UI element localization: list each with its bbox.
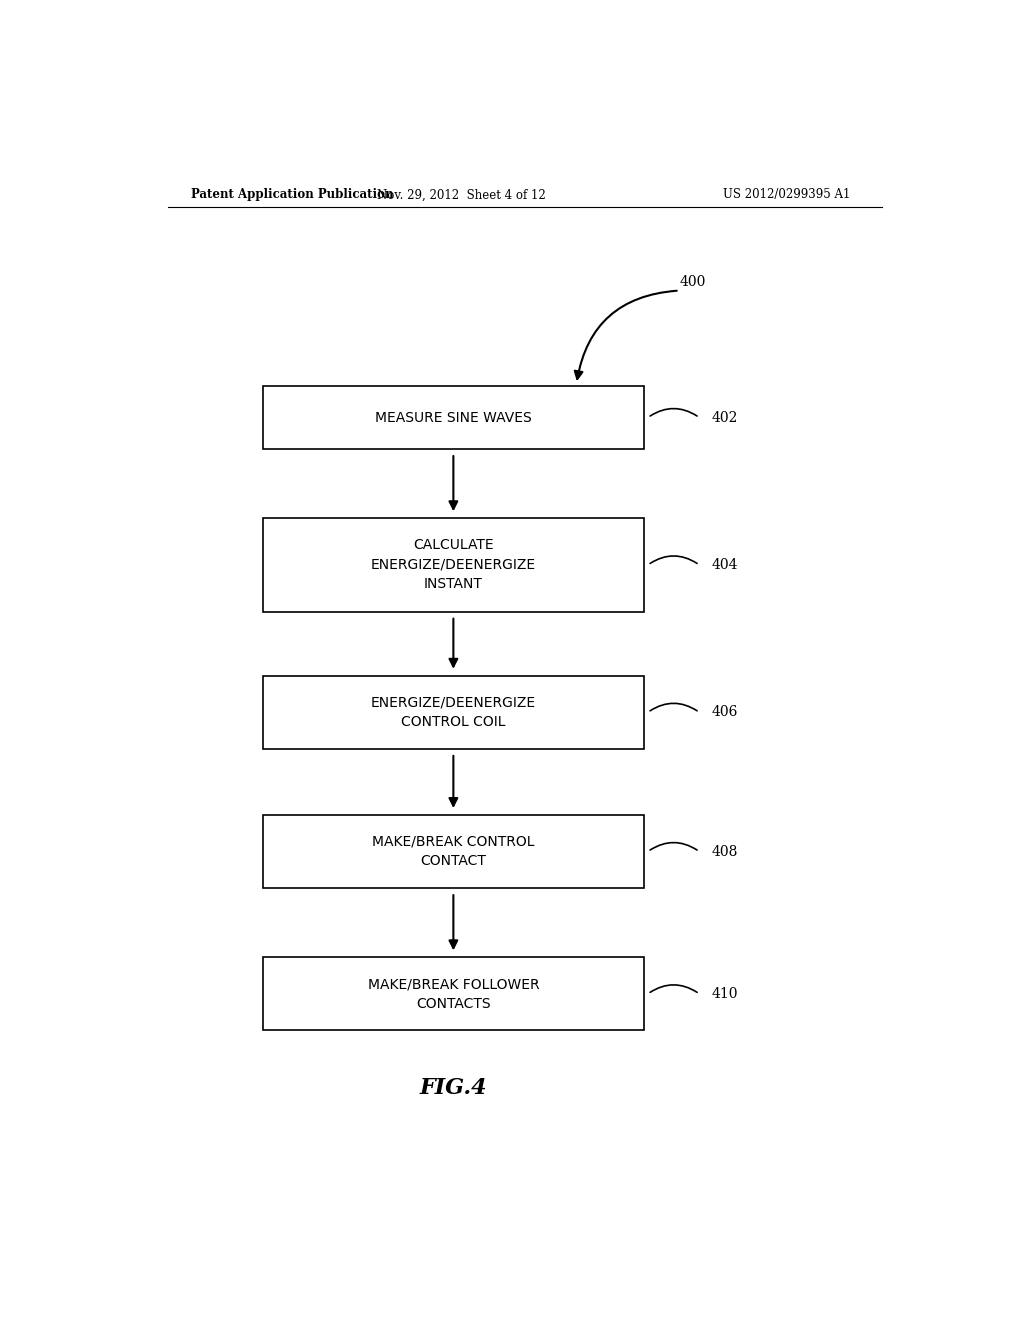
- Text: CALCULATE
ENERGIZE/DEENERGIZE
INSTANT: CALCULATE ENERGIZE/DEENERGIZE INSTANT: [371, 539, 536, 591]
- FancyArrowPatch shape: [650, 842, 697, 850]
- Text: 404: 404: [712, 558, 738, 572]
- Text: ENERGIZE/DEENERGIZE
CONTROL COIL: ENERGIZE/DEENERGIZE CONTROL COIL: [371, 696, 536, 729]
- Text: 402: 402: [712, 411, 737, 425]
- Text: MAKE/BREAK FOLLOWER
CONTACTS: MAKE/BREAK FOLLOWER CONTACTS: [368, 977, 540, 1011]
- Text: MAKE/BREAK CONTROL
CONTACT: MAKE/BREAK CONTROL CONTACT: [372, 834, 535, 869]
- Text: 408: 408: [712, 845, 737, 858]
- Text: Nov. 29, 2012  Sheet 4 of 12: Nov. 29, 2012 Sheet 4 of 12: [377, 189, 546, 202]
- Text: Patent Application Publication: Patent Application Publication: [191, 189, 394, 202]
- Text: 406: 406: [712, 705, 737, 719]
- Bar: [263, 676, 644, 748]
- FancyArrowPatch shape: [650, 409, 697, 416]
- Bar: [263, 814, 644, 888]
- Text: 400: 400: [680, 276, 706, 289]
- FancyArrowPatch shape: [574, 290, 677, 379]
- Text: 410: 410: [712, 987, 738, 1001]
- Bar: [263, 519, 644, 611]
- FancyArrowPatch shape: [650, 556, 697, 564]
- Text: US 2012/0299395 A1: US 2012/0299395 A1: [723, 189, 850, 202]
- Text: FIG.4: FIG.4: [420, 1077, 487, 1100]
- FancyArrowPatch shape: [650, 985, 697, 993]
- Bar: [263, 385, 644, 449]
- FancyArrowPatch shape: [650, 704, 697, 710]
- Bar: [263, 957, 644, 1031]
- Text: MEASURE SINE WAVES: MEASURE SINE WAVES: [375, 411, 531, 425]
